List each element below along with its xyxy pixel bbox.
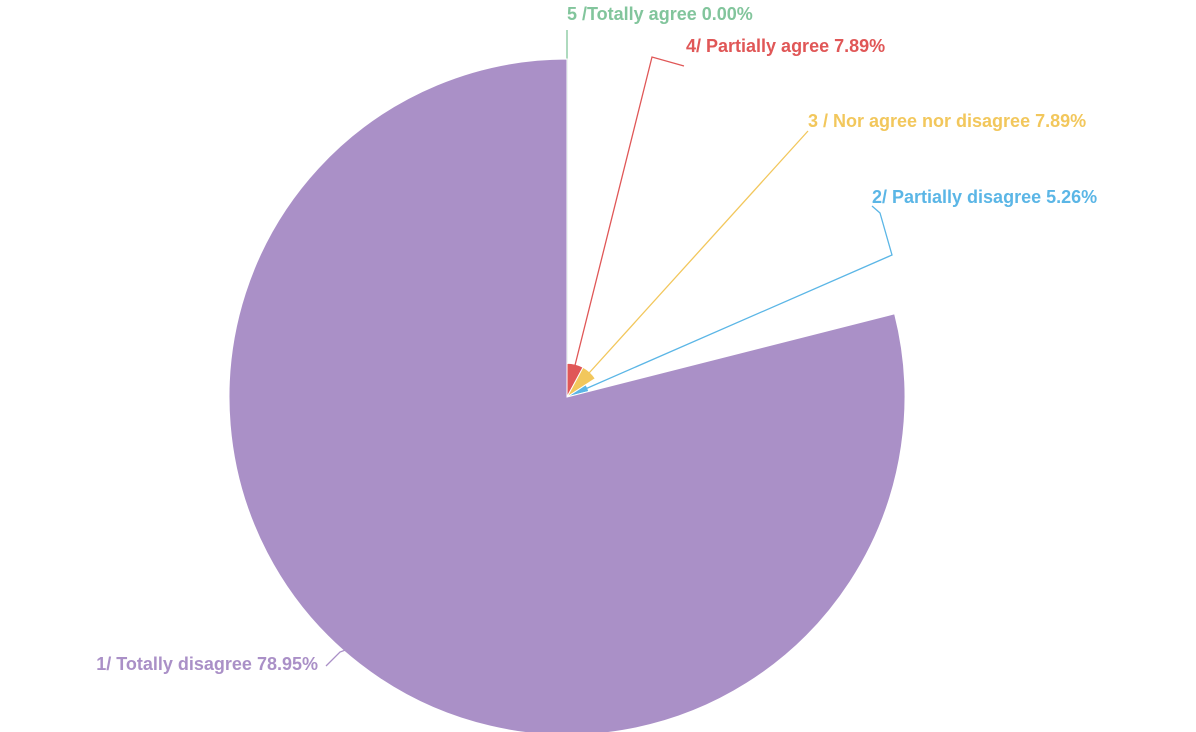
slice-label: 5 /Totally agree 0.00% — [567, 4, 753, 24]
pie-slice — [228, 58, 906, 732]
slice-value: 78.95% — [257, 654, 318, 674]
slice-label: 3 / Nor agree nor disagree 7.89% — [808, 111, 1086, 131]
leader-line — [573, 56, 685, 368]
slice-name: 2/ Partially disagree — [872, 187, 1041, 207]
slice-name: 5 /Totally agree — [567, 4, 697, 24]
slice-label: 4/ Partially agree 7.89% — [686, 36, 885, 56]
slice-name: 1/ Totally disagree — [96, 654, 252, 674]
slice-name: 4/ Partially agree — [686, 36, 829, 56]
slice-value: 5.26% — [1046, 187, 1097, 207]
slice-label: 1/ Totally disagree 78.95% — [96, 654, 318, 674]
slice-name: 3 / Nor agree nor disagree — [808, 111, 1030, 131]
leader-line — [325, 636, 381, 667]
slice-label: 2/ Partially disagree 5.26% — [872, 187, 1097, 207]
slice-value: 0.00% — [702, 4, 753, 24]
leader-line — [585, 205, 893, 390]
leader-line — [587, 130, 809, 376]
slice-value: 7.89% — [1035, 111, 1086, 131]
slice-value: 7.89% — [834, 36, 885, 56]
